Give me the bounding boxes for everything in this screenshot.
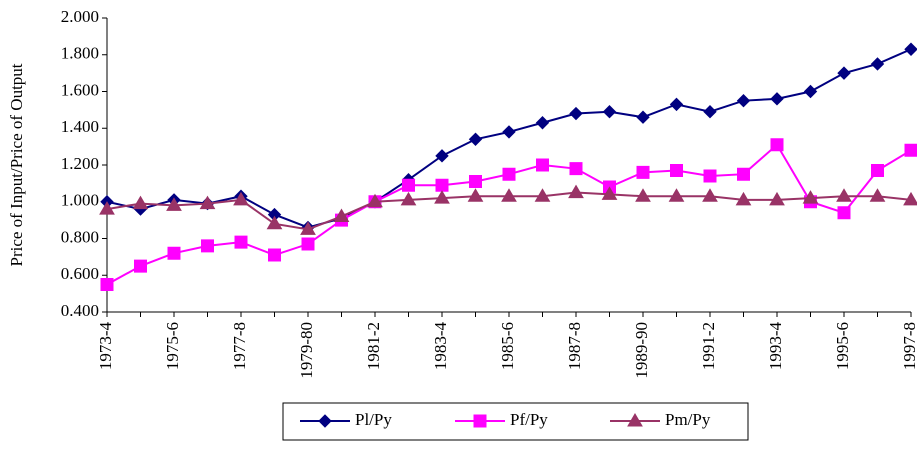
marker — [770, 92, 784, 106]
marker — [534, 188, 551, 202]
x-tick-label: 1977-8 — [230, 322, 249, 370]
marker — [502, 167, 516, 181]
y-tick-label: 1.000 — [61, 191, 99, 210]
marker — [435, 178, 449, 192]
marker — [903, 191, 917, 206]
marker — [501, 188, 517, 202]
marker — [233, 191, 249, 206]
marker — [468, 132, 483, 146]
x-tick-label: 1995-6 — [833, 322, 852, 370]
marker — [301, 237, 315, 251]
marker — [434, 190, 450, 204]
marker — [803, 84, 818, 99]
marker — [669, 97, 684, 112]
x-tick-label: 1979-80 — [297, 322, 316, 379]
marker — [568, 184, 584, 199]
x-tick-label: 1981-2 — [364, 322, 383, 370]
marker — [602, 105, 617, 119]
marker — [770, 138, 784, 152]
marker — [134, 259, 147, 273]
marker — [569, 106, 583, 121]
marker — [300, 221, 316, 235]
legend-label: Pm/Py — [665, 410, 711, 429]
marker — [668, 188, 685, 202]
marker — [635, 188, 651, 202]
marker — [268, 248, 281, 262]
legend-label: Pl/Py — [355, 410, 392, 429]
marker — [735, 191, 752, 206]
x-tick-label: 1997-8 — [900, 322, 917, 370]
y-tick-label: 0.600 — [61, 264, 99, 283]
marker — [836, 188, 852, 202]
marker — [402, 178, 415, 192]
x-tick-label: 1987-8 — [565, 322, 584, 370]
marker — [199, 195, 216, 210]
y-tick-label: 1.600 — [61, 80, 99, 99]
marker — [869, 188, 886, 202]
x-tick-label: 1989-90 — [632, 322, 651, 379]
x-tick-label: 1993-4 — [766, 322, 785, 371]
y-tick-label: 2.000 — [61, 7, 99, 26]
marker — [636, 165, 650, 179]
legend: Pl/Py Pf/Py Pm/Py — [282, 402, 749, 441]
x-tick-label: 1973-4 — [96, 322, 115, 371]
legend-box — [282, 402, 749, 441]
x-tick-label: 1975-6 — [163, 322, 182, 370]
marker — [904, 143, 917, 157]
marker — [469, 175, 482, 189]
marker — [871, 164, 884, 178]
marker — [569, 162, 583, 176]
marker — [769, 191, 785, 206]
series-line — [106, 143, 912, 286]
marker — [536, 158, 549, 172]
marker — [502, 125, 516, 139]
marker — [837, 206, 851, 220]
x-tick-label: 1983-4 — [431, 322, 450, 371]
marker — [535, 116, 550, 130]
y-tick-label: 0.400 — [61, 301, 99, 320]
marker — [703, 105, 717, 119]
y-tick-label: 1.400 — [61, 117, 99, 136]
marker — [435, 149, 449, 163]
marker — [467, 188, 484, 202]
marker — [703, 169, 717, 183]
marker — [367, 193, 383, 208]
marker — [99, 201, 115, 215]
marker — [636, 110, 650, 124]
marker — [234, 235, 248, 249]
marker — [670, 164, 683, 178]
marker — [333, 208, 350, 222]
x-tick-label: 1991-2 — [699, 322, 718, 370]
y-axis-title: Price of Input/Price of Output — [7, 63, 26, 266]
marker — [266, 215, 283, 230]
marker — [400, 191, 417, 206]
marker — [132, 195, 149, 210]
y-tick-label: 1.800 — [61, 44, 99, 63]
marker — [802, 190, 819, 204]
marker — [473, 414, 487, 428]
marker — [627, 413, 643, 427]
marker — [601, 186, 618, 200]
y-tick-label: 1.200 — [61, 154, 99, 173]
marker — [318, 414, 332, 428]
marker — [201, 239, 214, 253]
marker — [100, 277, 114, 291]
marker — [870, 57, 885, 71]
marker — [904, 42, 917, 56]
x-tick-label: 1985-6 — [498, 322, 517, 370]
marker — [702, 188, 718, 202]
marker — [737, 167, 750, 181]
marker — [167, 246, 181, 260]
marker — [736, 93, 751, 108]
marker — [166, 197, 182, 211]
y-tick-label: 0.800 — [61, 227, 99, 246]
marker — [837, 66, 851, 80]
legend-label: Pf/Py — [510, 410, 548, 429]
